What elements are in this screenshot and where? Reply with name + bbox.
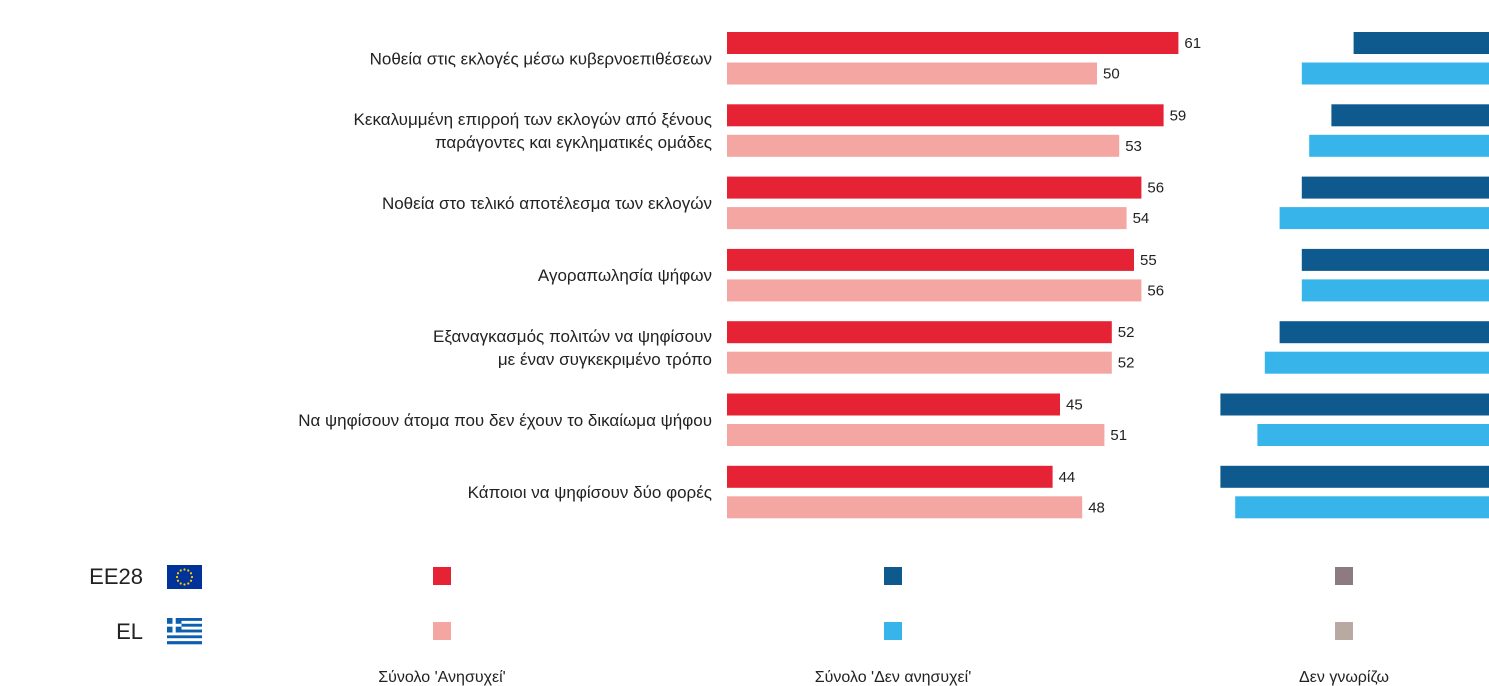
data-label: 59 [1170,107,1187,124]
bar-not-concerned-el [1265,352,1489,374]
data-label: 45 [1066,397,1083,414]
category-label: Κάποιοι να ψηφίσουν δύο φορές [468,483,712,502]
eu-flag-icon [167,565,202,589]
category-label: Νοθεία στο τελικό αποτέλεσμα των εκλογών [382,194,712,213]
data-label: 55 [1140,252,1157,269]
bar-concerned-el [727,352,1112,374]
data-label: 56 [1147,180,1164,197]
data-label: 54 [1133,210,1150,227]
data-label: 52 [1118,355,1135,372]
bar-not-concerned-ee28 [1220,394,1489,416]
category-label: Εξαναγκασμός πολιτών να ψηφίσουν [433,327,712,346]
greek-flag-icon [167,618,202,644]
legend-label: Σύνολο 'Ανησυχεί' [378,669,505,686]
category-label: με έναν συγκεκριμένο τρόπο [498,350,712,369]
region-label-el: EL [116,619,143,644]
legend-swatch [884,622,902,640]
data-label: 53 [1125,138,1142,155]
bar-not-concerned-ee28 [1280,321,1489,343]
bar-not-concerned-ee28 [1302,249,1489,271]
data-label: 56 [1147,282,1164,299]
bar-not-concerned-ee28 [1220,466,1489,488]
category-label: Νοθεία στις εκλογές μέσω κυβερνοεπιθέσεω… [370,49,712,68]
data-label: 44 [1059,469,1076,486]
bar-concerned-el [727,424,1104,446]
bar-concerned-ee28 [727,104,1164,126]
data-label: 48 [1088,499,1105,516]
bar-concerned-ee28 [727,249,1134,271]
bar-concerned-el [727,207,1127,229]
legend-label: Δεν γνωρίζω [1299,669,1389,686]
region-label-ee28: EE28 [89,564,143,589]
legend-swatch [433,567,451,585]
bar-not-concerned-el [1302,279,1489,301]
bar-not-concerned-ee28 [1331,104,1489,126]
bar-not-concerned-el [1309,135,1489,157]
bar-not-concerned-el [1302,63,1489,85]
category-label: Να ψηφίσουν άτομα που δεν έχουν το δικαί… [298,411,712,430]
bar-concerned-ee28 [727,32,1178,54]
bar-not-concerned-ee28 [1302,177,1489,199]
legend-label: Σύνολο 'Δεν ανησυχεί' [815,669,972,686]
legend-swatch [884,567,902,585]
bar-concerned-el [727,135,1119,157]
data-label: 51 [1110,427,1127,444]
data-label: 61 [1184,35,1201,52]
bar-concerned-el [727,279,1141,301]
legend-swatch [433,622,451,640]
bar-concerned-ee28 [727,466,1053,488]
category-label: παράγοντες και εγκληματικές ομάδες [435,133,712,152]
bar-concerned-ee28 [727,177,1141,199]
bar-concerned-el [727,63,1097,85]
bar-not-concerned-ee28 [1354,32,1489,54]
bar-not-concerned-el [1257,424,1489,446]
bar-concerned-ee28 [727,394,1060,416]
bar-not-concerned-el [1235,496,1489,518]
data-label: 52 [1118,324,1135,341]
legend-swatch [1335,567,1353,585]
legend-swatch [1335,622,1353,640]
bar-concerned-el [727,496,1082,518]
data-label: 50 [1103,66,1120,83]
bar-not-concerned-el [1280,207,1489,229]
category-label: Αγοραπωλησία ψήφων [538,266,712,285]
category-label: Κεκαλυμμένη επιρροή των εκλογών από ξένο… [354,110,712,129]
bar-concerned-ee28 [727,321,1112,343]
